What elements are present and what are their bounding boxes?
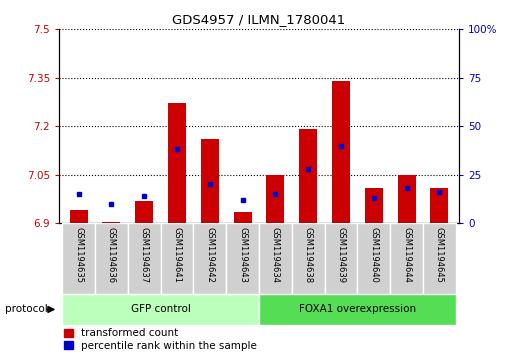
- Bar: [398, 175, 416, 223]
- Bar: [62, 223, 95, 294]
- Text: GSM1194639: GSM1194639: [337, 227, 346, 283]
- Text: GSM1194644: GSM1194644: [402, 227, 411, 283]
- Text: GSM1194641: GSM1194641: [172, 227, 182, 283]
- Bar: [201, 139, 219, 223]
- Text: GSM1194643: GSM1194643: [238, 227, 247, 283]
- Text: GFP control: GFP control: [131, 305, 191, 314]
- Legend: transformed count, percentile rank within the sample: transformed count, percentile rank withi…: [64, 328, 256, 351]
- Bar: [423, 223, 456, 294]
- Bar: [325, 223, 358, 294]
- Bar: [62, 294, 259, 325]
- Text: GSM1194635: GSM1194635: [74, 227, 83, 283]
- Bar: [332, 81, 350, 223]
- Text: GSM1194636: GSM1194636: [107, 227, 116, 283]
- Text: GSM1194645: GSM1194645: [435, 227, 444, 283]
- Bar: [103, 222, 121, 223]
- Bar: [135, 201, 153, 223]
- Bar: [226, 223, 259, 294]
- Text: FOXA1 overexpression: FOXA1 overexpression: [299, 305, 416, 314]
- Bar: [193, 223, 226, 294]
- Bar: [365, 188, 383, 223]
- Text: GSM1194640: GSM1194640: [369, 227, 379, 283]
- Bar: [70, 210, 88, 223]
- Bar: [358, 223, 390, 294]
- Title: GDS4957 / ILMN_1780041: GDS4957 / ILMN_1780041: [172, 13, 346, 26]
- Text: GSM1194637: GSM1194637: [140, 227, 149, 283]
- Bar: [233, 212, 252, 223]
- Text: GSM1194642: GSM1194642: [205, 227, 214, 283]
- Text: protocol: protocol: [5, 305, 48, 314]
- Bar: [292, 223, 325, 294]
- Bar: [168, 103, 186, 223]
- Bar: [266, 175, 285, 223]
- Bar: [259, 294, 456, 325]
- Bar: [430, 188, 448, 223]
- Bar: [299, 129, 317, 223]
- Text: GSM1194634: GSM1194634: [271, 227, 280, 283]
- Bar: [95, 223, 128, 294]
- Bar: [390, 223, 423, 294]
- Bar: [259, 223, 292, 294]
- Text: GSM1194638: GSM1194638: [304, 227, 313, 283]
- Bar: [161, 223, 193, 294]
- Bar: [128, 223, 161, 294]
